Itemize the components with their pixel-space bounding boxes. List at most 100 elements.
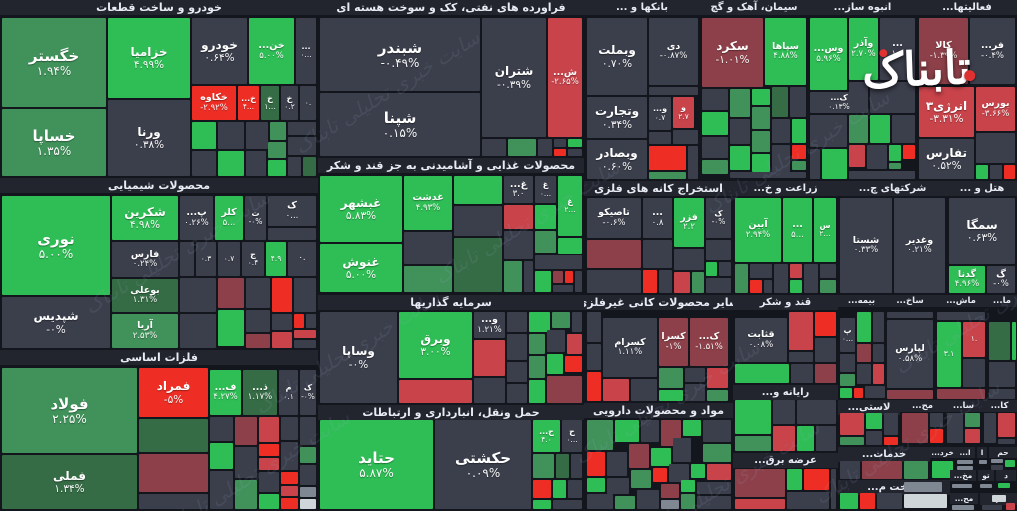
stock-tile[interactable]	[643, 270, 657, 293]
stock-tile[interactable]	[810, 115, 847, 147]
stock-tile[interactable]	[139, 419, 208, 452]
stock-tile[interactable]: خودرو ۰.۶۴%	[192, 18, 247, 84]
stock-tile[interactable]	[984, 413, 996, 443]
stock-tile[interactable]: ش... -۲.۶۵%	[548, 18, 582, 137]
stock-tile[interactable]	[607, 478, 629, 494]
stock-tile[interactable]	[866, 413, 882, 429]
stock-tile[interactable]	[866, 431, 882, 445]
stock-tile[interactable]	[524, 261, 533, 292]
stock-tile[interactable]	[735, 469, 785, 497]
stock-tile[interactable]	[533, 480, 551, 498]
stock-tile[interactable]	[889, 145, 901, 161]
stock-tile[interactable]	[568, 139, 582, 147]
stock-tile[interactable]	[587, 240, 641, 268]
stock-tile[interactable]	[764, 280, 772, 293]
stock-tile[interactable]: ک... ۰.۱۳%	[810, 92, 868, 113]
stock-tile[interactable]: ۳.۱	[937, 322, 961, 387]
stock-tile[interactable]	[673, 438, 691, 462]
stock-tile[interactable]	[603, 379, 629, 401]
stock-tile[interactable]	[992, 495, 1006, 502]
stock-tile[interactable]	[998, 413, 1015, 437]
stock-tile[interactable]	[750, 264, 772, 278]
stock-tile[interactable]: ک ۰...	[268, 196, 316, 226]
stock-tile[interactable]	[887, 390, 933, 399]
stock-tile[interactable]	[504, 205, 533, 229]
stock-tile[interactable]	[210, 443, 233, 469]
stock-tile[interactable]	[643, 240, 672, 268]
stock-tile[interactable]: وآذر ۲.۷۰%	[849, 18, 878, 80]
stock-tile[interactable]: کسرا -۱%	[659, 318, 688, 366]
stock-tile[interactable]	[702, 112, 728, 135]
stock-tile[interactable]	[659, 390, 683, 401]
stock-tile[interactable]	[529, 380, 545, 403]
stock-tile[interactable]	[870, 115, 890, 143]
stock-tile[interactable]	[930, 413, 943, 427]
stock-tile[interactable]	[218, 122, 244, 149]
stock-tile[interactable]	[649, 132, 671, 144]
stock-tile[interactable]	[288, 137, 316, 155]
stock-tile[interactable]	[507, 384, 527, 403]
stock-tile[interactable]	[697, 496, 731, 509]
stock-tile[interactable]	[706, 278, 731, 293]
stock-tile[interactable]	[730, 89, 750, 117]
stock-tile[interactable]: غ ۲...	[558, 176, 582, 236]
stock-tile[interactable]: ۱.	[963, 322, 985, 357]
stock-tile[interactable]: ۰.	[288, 242, 316, 276]
stock-tile[interactable]	[822, 149, 847, 179]
stock-tile[interactable]	[454, 176, 502, 204]
stock-tile[interactable]: ... ۰...	[296, 18, 316, 84]
stock-tile[interactable]	[272, 278, 292, 312]
stock-tile[interactable]	[991, 459, 1003, 463]
stock-tile[interactable]	[840, 493, 858, 509]
stock-tile[interactable]	[849, 115, 868, 143]
stock-tile[interactable]	[661, 500, 679, 509]
stock-tile[interactable]	[952, 484, 972, 488]
stock-tile[interactable]	[965, 429, 980, 443]
stock-tile[interactable]: وتجارت ۰.۳۴%	[587, 97, 647, 138]
stock-tile[interactable]	[669, 464, 689, 482]
stock-tile[interactable]	[735, 400, 771, 434]
stock-tile[interactable]	[947, 413, 963, 443]
stock-tile[interactable]	[504, 261, 522, 292]
stock-tile[interactable]: حتاید ۵.۸۷%	[320, 420, 433, 509]
stock-tile[interactable]	[674, 272, 690, 293]
stock-tile[interactable]: آبین ۲.۹۴%	[735, 198, 781, 262]
stock-tile[interactable]	[294, 278, 316, 312]
stock-tile[interactable]: سپاها ۴.۸۸%	[765, 18, 806, 85]
stock-tile[interactable]	[792, 161, 806, 170]
stock-tile[interactable]	[659, 368, 683, 388]
stock-tile[interactable]	[790, 264, 802, 278]
stock-tile[interactable]	[991, 465, 1003, 470]
stock-tile[interactable]	[504, 231, 533, 259]
stock-tile[interactable]	[631, 379, 657, 401]
stock-tile[interactable]	[558, 238, 582, 254]
stock-tile[interactable]	[857, 364, 871, 384]
stock-tile[interactable]: فمراد -۵%	[139, 368, 208, 417]
stock-tile[interactable]	[259, 458, 279, 470]
stock-tile[interactable]	[719, 262, 731, 276]
stock-tile[interactable]: وبرق ۳.۰۰%	[399, 312, 472, 378]
stock-tile[interactable]: بورس -۳.۶۶%	[976, 87, 1015, 131]
stock-tile[interactable]	[567, 334, 582, 354]
stock-tile[interactable]	[790, 280, 802, 293]
stock-tile[interactable]	[989, 389, 1015, 399]
stock-tile[interactable]: خساپا ۱.۳۵%	[2, 109, 106, 176]
stock-tile[interactable]: ذ... ۱.۱۷%	[243, 370, 277, 415]
stock-tile[interactable]	[862, 461, 902, 479]
stock-tile[interactable]	[1012, 322, 1016, 360]
stock-tile[interactable]	[565, 271, 573, 283]
stock-tile[interactable]	[772, 145, 790, 172]
stock-tile[interactable]	[730, 119, 750, 144]
stock-tile[interactable]	[930, 429, 943, 443]
stock-tile[interactable]	[857, 312, 871, 342]
stock-tile[interactable]: گ -۰%	[987, 266, 1015, 293]
stock-tile[interactable]: و ۲.۷	[673, 97, 694, 128]
stock-tile[interactable]	[615, 496, 635, 509]
stock-tile[interactable]	[840, 413, 864, 435]
stock-tile[interactable]: ۰.	[300, 86, 316, 120]
stock-tile[interactable]	[568, 480, 582, 498]
stock-tile[interactable]: فارس ۰.۲۴%	[112, 242, 178, 277]
stock-tile[interactable]	[840, 437, 864, 445]
stock-tile[interactable]: ک -۰%	[300, 370, 316, 415]
stock-tile[interactable]	[831, 469, 836, 509]
